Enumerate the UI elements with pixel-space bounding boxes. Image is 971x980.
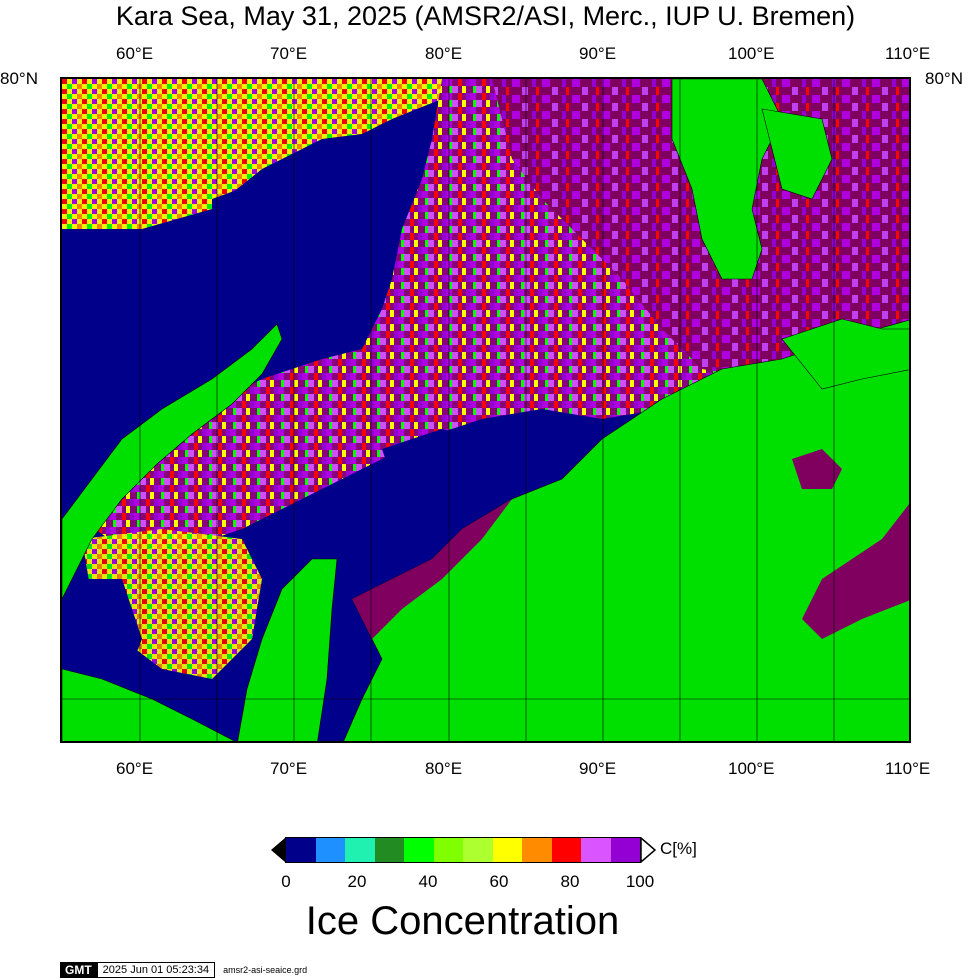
colorbar-swatch: [581, 838, 611, 862]
grid-filename: amsr2-asi-seaice.grd: [223, 965, 308, 975]
colorbar-right-arrow: [640, 837, 656, 863]
bottom-lon-label: 100°E: [728, 759, 775, 778]
colorbar-swatch: [315, 838, 345, 862]
colorbar-left-arrow: [271, 838, 285, 862]
colorbar-swatch: [492, 838, 522, 862]
top-lon-label: 80°E: [425, 44, 463, 63]
colorbar-swatch: [286, 838, 316, 862]
colorbar-swatch: [404, 838, 434, 862]
footer: GMT 2025 Jun 01 05:23:34 amsr2-asi-seaic…: [60, 962, 307, 978]
top-lon-label: 70°E: [270, 44, 308, 63]
top-lon-label: 90°E: [579, 44, 617, 63]
bottom-lon-label: 90°E: [579, 759, 617, 778]
top-lon-label: 60°E: [116, 44, 154, 63]
colorbar-tick: 40: [418, 872, 438, 891]
colorbar-swatch: [551, 838, 581, 862]
map-title: Kara Sea, May 31, 2025 (AMSR2/ASI, Merc.…: [115, 1, 856, 31]
colorbar: [285, 837, 641, 863]
colorbar-tick: 100: [625, 872, 655, 891]
right-lat-label: 80°N: [925, 69, 963, 88]
ice-concentration-map: [60, 77, 911, 743]
timestamp: 2025 Jun 01 05:23:34: [96, 962, 216, 978]
bottom-lon-label: 70°E: [270, 759, 308, 778]
colorbar-swatch: [433, 838, 463, 862]
colorbar-swatch: [522, 838, 552, 862]
colorbar-label: Ice Concentration: [305, 899, 620, 943]
bottom-lon-label: 60°E: [116, 759, 154, 778]
gmt-logo: GMT: [60, 962, 97, 978]
left-lat-label: 80°N: [0, 69, 38, 88]
colorbar-swatch: [463, 838, 493, 862]
colorbar-tick: 80: [560, 872, 580, 891]
top-lon-label: 100°E: [728, 44, 775, 63]
colorbar-tick: 20: [347, 872, 367, 891]
map-canvas: [62, 79, 909, 741]
colorbar-swatch: [374, 838, 404, 862]
colorbar-swatch: [345, 838, 375, 862]
bottom-lon-label: 110°E: [885, 759, 931, 778]
bottom-lon-label: 80°E: [425, 759, 463, 778]
colorbar-unit: C[%]: [660, 839, 697, 858]
colorbar-tick: 60: [489, 872, 509, 891]
colorbar-swatch: [610, 838, 640, 862]
colorbar-tick: 0: [281, 872, 291, 891]
top-lon-label: 110°E: [885, 44, 931, 63]
graticule: [62, 79, 909, 741]
